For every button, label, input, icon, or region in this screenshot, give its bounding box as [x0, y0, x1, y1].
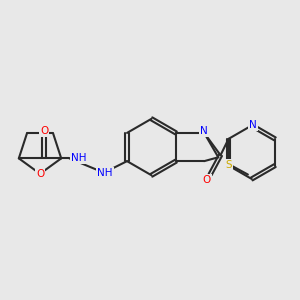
- Text: NH: NH: [71, 153, 86, 164]
- Text: O: O: [40, 126, 48, 136]
- Text: N: N: [249, 120, 257, 130]
- Text: N: N: [200, 126, 208, 136]
- Text: O: O: [202, 175, 211, 185]
- Text: O: O: [36, 169, 44, 179]
- Text: S: S: [225, 160, 232, 170]
- Text: NH: NH: [97, 168, 112, 178]
